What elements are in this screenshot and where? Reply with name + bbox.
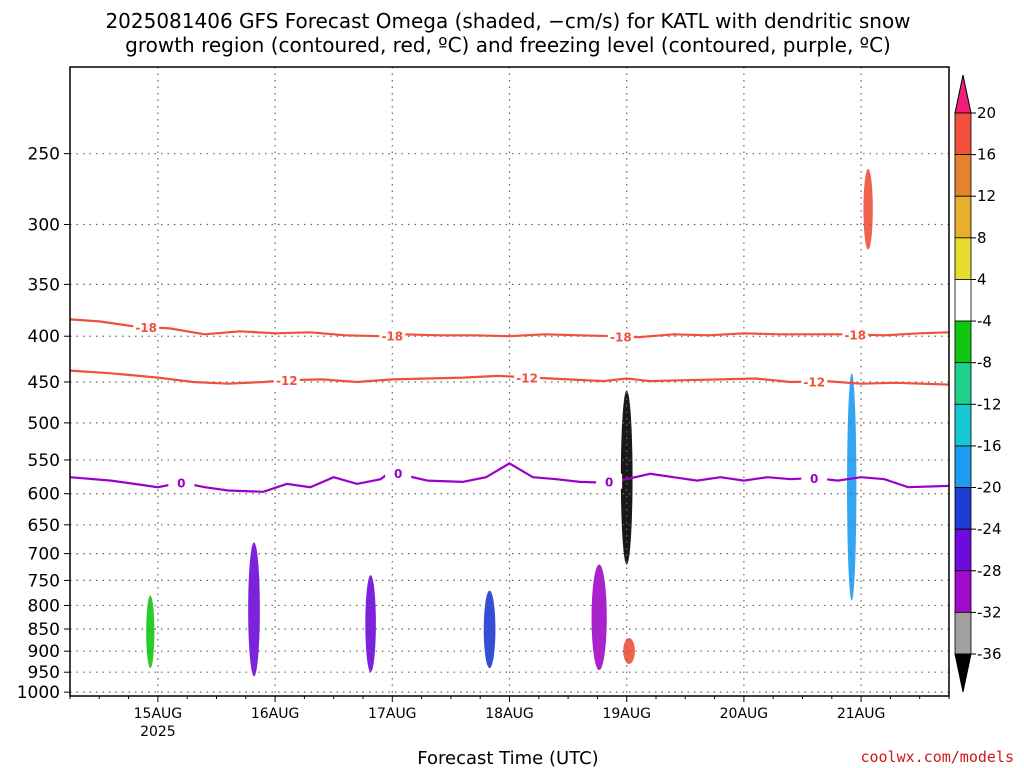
colorbar-segment-9 [954,487,972,530]
colorbar-label-6: -8 [977,354,992,372]
x-tick-label-16AUG: 16AUG [251,706,300,722]
colorbar-segment-10 [954,528,972,572]
colorbar-label-11: -28 [977,562,1002,580]
y-tick-label-750: 750 [28,571,60,591]
x-tick-label-20AUG: 20AUG [720,706,769,722]
x-tick-sublabel: 2025 [140,724,176,740]
colorbar-segment-3 [954,237,972,280]
contour-label-bg [514,369,541,385]
colorbar-label-4: 4 [977,270,987,288]
colorbar-label-3: 8 [977,229,987,247]
contour-label-bg [607,328,634,344]
omega-region-0 [146,595,155,669]
omega-region-4 [591,564,607,671]
contour-label-0-0: 0 [177,477,185,491]
y-tick-label-550: 550 [28,451,60,471]
colorbar: 20 16 12 8 4 -4 -8 -12 -16 -20 -24 -28 -32 -36 [954,74,1002,693]
contour-line-0 [69,462,950,493]
y-axis-ticks: 2503003504004505005506006507007508008509… [17,145,70,703]
contour-label-bg [379,327,406,343]
colorbar-label-12: -32 [977,603,1002,621]
colorbar-segment-12 [954,611,972,655]
y-tick-label-700: 700 [28,545,60,565]
contour-label-bg [801,469,828,485]
chart-title-line-1: 2025081406 GFS Forecast Omega (shaded, −… [105,9,910,33]
chart-title-line-2: growth region (contoured, red, ºC) and f… [125,33,891,57]
y-tick-label-850: 850 [28,620,60,640]
omega-region-2 [365,575,376,673]
colorbar-segment-4 [954,279,972,322]
contour-label-2-2: -18 [610,330,632,344]
colorbar-segment-8 [954,445,972,488]
contour-label-1-1: -12 [516,371,538,385]
grid-lines [70,67,949,696]
y-tick-label-350: 350 [28,275,60,295]
contour-label-bg [596,473,623,489]
y-tick-label-1000: 1000 [17,683,60,703]
colorbar-label-10: -24 [977,520,1002,538]
colorbar-label-0: 20 [977,104,996,122]
y-tick-label-300: 300 [28,215,60,235]
colorbar-label-7: -12 [977,395,1002,413]
x-axis-ticks: 15AUG 2025 16AUG 17AUG 18AUG 19AUG 20AUG 21AUG [69,696,950,740]
contour-label-0-2: 0 [605,476,613,490]
y-tick-label-250: 250 [28,145,60,165]
contour-label-2-0: -18 [135,321,157,335]
colorbar-label-9: -20 [977,479,1002,497]
contour-label-bg [273,372,300,388]
colorbar-label-5: -4 [977,312,992,330]
contour-label-0-1: 0 [394,467,402,481]
colorbar-bottom-arrow [954,653,972,693]
colorbar-segment-7 [954,403,972,447]
contour-label-bg [801,373,828,389]
x-tick-label-18AUG: 18AUG [485,706,534,722]
x-tick-label-15AUG: 15AUG [134,706,183,722]
colorbar-segment-2 [954,195,972,239]
contour-line-2 [69,318,950,339]
contour-label-bg [168,474,195,490]
y-tick-label-900: 900 [28,642,60,662]
contour-label-0-3: 0 [810,472,818,486]
omega-region-7 [863,168,873,250]
colorbar-label-1: 16 [977,146,996,164]
omega-region-1 [248,542,260,677]
x-tick-label-17AUG: 17AUG [368,706,417,722]
contour-label-2-3: -18 [844,328,866,342]
x-tick-label-19AUG: 19AUG [602,706,651,722]
x-axis-label: Forecast Time (UTC) [417,748,598,768]
colorbar-label-2: 12 [977,187,996,205]
credit-text: coolwx.com/models [860,748,1014,766]
y-tick-label-950: 950 [28,663,60,683]
colorbar-segment-11 [954,570,972,613]
y-tick-label-450: 450 [28,373,60,393]
y-tick-label-400: 400 [28,327,60,347]
colorbar-segment-1 [954,154,972,197]
omega-region-3 [483,590,496,669]
contour-label-2-1: -18 [381,329,403,343]
temperature-contours: 0 0 0 0 -12 -12 -12 -18 -18 -18 -18 [69,318,950,493]
contour-label-bg [133,319,160,335]
colorbar-top-arrow [954,74,972,114]
contour-label-bg [842,326,869,342]
colorbar-segment-5 [954,320,972,364]
contour-label-1-2: -12 [803,375,825,389]
colorbar-segment-6 [954,362,972,405]
omega-region-8 [847,373,857,601]
colorbar-label-13: -36 [977,645,1002,663]
colorbar-segment-0 [954,112,972,156]
y-tick-label-650: 650 [28,516,60,536]
y-tick-label-500: 500 [28,414,60,434]
x-tick-label-21AUG: 21AUG [837,706,886,722]
contour-label-1-0: -12 [276,374,298,388]
colorbar-label-8: -16 [977,437,1002,455]
contour-label-bg [385,464,412,480]
y-tick-label-600: 600 [28,485,60,505]
y-tick-label-800: 800 [28,596,60,616]
